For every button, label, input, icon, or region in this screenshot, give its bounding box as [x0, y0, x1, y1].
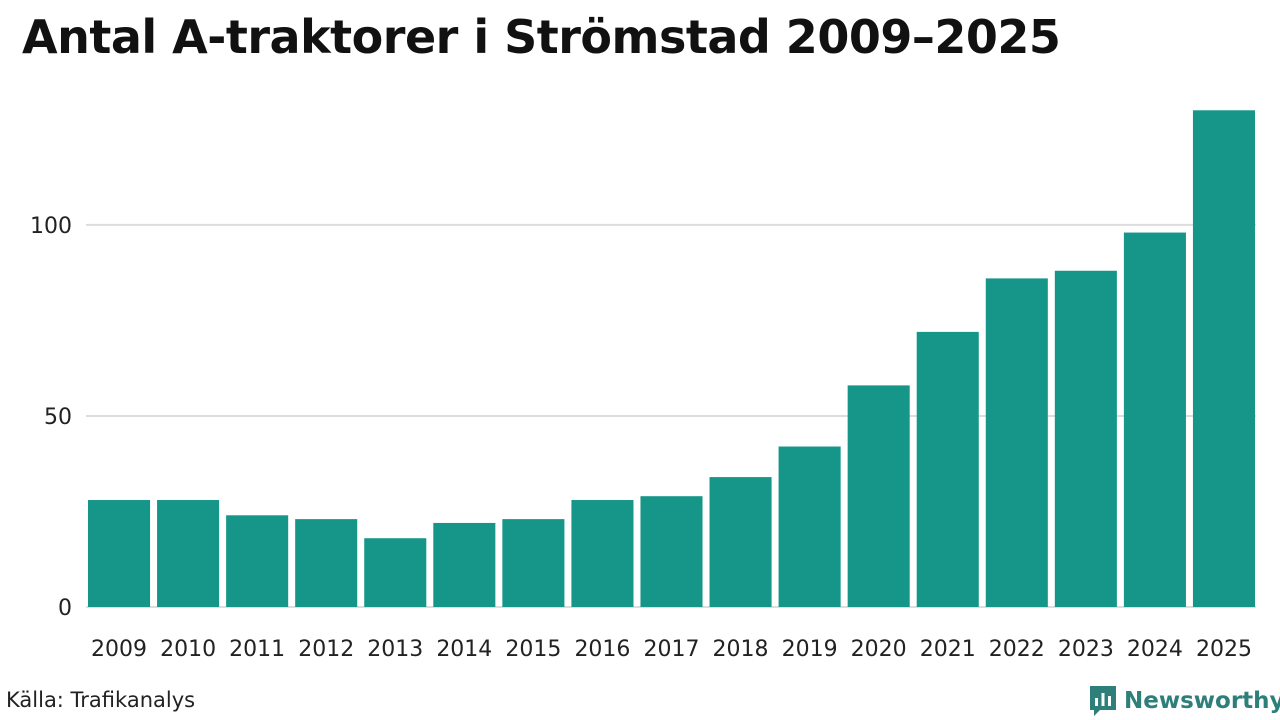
- x-tick-label: 2017: [644, 637, 700, 662]
- chart-title: Antal A-traktorer i Strömstad 2009–2025: [22, 10, 1061, 64]
- x-tick-label: 2015: [505, 637, 561, 662]
- bar-2022: [985, 278, 1048, 607]
- x-tick-label: 2021: [920, 637, 976, 662]
- bar-2021: [916, 331, 979, 607]
- bar-2015: [502, 519, 565, 607]
- x-tick-label: 2014: [436, 637, 492, 662]
- y-tick-label: 50: [44, 405, 72, 430]
- bar-2019: [778, 446, 841, 607]
- bar-2016: [571, 500, 634, 607]
- x-tick-label: 2018: [713, 637, 769, 662]
- bars: [88, 110, 1255, 608]
- source-note: Källa: Trafikanalys: [6, 688, 196, 712]
- x-tick-label: 2023: [1058, 637, 1114, 662]
- x-tick-label: 2009: [91, 637, 147, 662]
- bar-2009: [88, 500, 151, 607]
- newsworthy-logo-icon: [1090, 686, 1116, 716]
- bar-2023: [1054, 270, 1117, 607]
- x-tick-label: 2016: [574, 637, 630, 662]
- x-tick-label: 2010: [160, 637, 216, 662]
- bar-2020: [847, 385, 910, 607]
- x-tick-label: 2011: [229, 637, 285, 662]
- x-tick-label: 2024: [1127, 637, 1183, 662]
- bar-2011: [226, 515, 289, 607]
- y-tick-label: 0: [58, 596, 72, 621]
- x-tick-label: 2022: [989, 637, 1045, 662]
- brand-name: Newsworthy: [1124, 688, 1280, 714]
- bar-2010: [157, 500, 220, 607]
- x-tick-label: 2020: [851, 637, 907, 662]
- bar-2024: [1123, 232, 1186, 607]
- bar-2013: [364, 538, 427, 607]
- bar-2025: [1192, 110, 1255, 608]
- axis-labels: 0 50 100 2009 2010 2011 2012 2013 2014 2015 2016 20…: [30, 214, 1252, 662]
- x-tick-label: 2025: [1196, 637, 1252, 662]
- x-tick-label: 2013: [367, 637, 423, 662]
- x-tick-label: 2012: [298, 637, 354, 662]
- bar-2014: [433, 522, 496, 607]
- x-tick-label: 2019: [782, 637, 838, 662]
- bar-2012: [295, 519, 358, 607]
- y-tick-label: 100: [30, 214, 72, 239]
- bar-2017: [640, 496, 703, 607]
- bar-2018: [709, 477, 772, 607]
- brand-logo: Newsworthy: [1088, 684, 1280, 718]
